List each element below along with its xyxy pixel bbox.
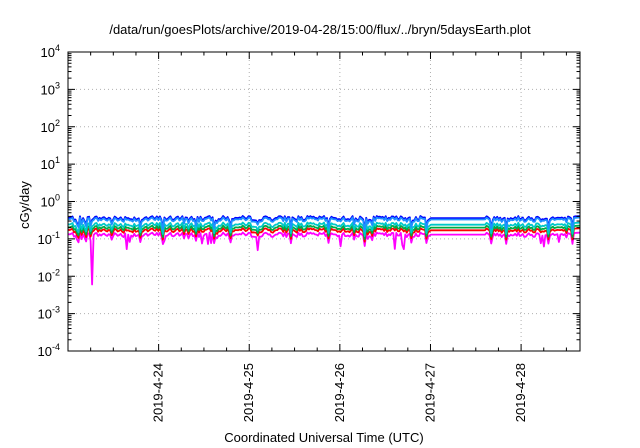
- x-tick-label: 2019-4-27: [422, 363, 437, 422]
- y-tick-label: 102: [41, 118, 60, 135]
- x-tick-label: 2019-4-26: [332, 363, 347, 422]
- grid: [68, 52, 580, 351]
- series-line-3: [67, 224, 580, 240]
- x-tick-label: 2019-4-25: [241, 363, 256, 422]
- y-tick-label: 103: [41, 80, 60, 97]
- series-line-1: [67, 231, 580, 286]
- y-tick-label: 10-3: [38, 305, 60, 322]
- y-tick-label: 10-1: [38, 230, 60, 247]
- y-tick-label: 10-2: [38, 267, 60, 284]
- series-line-6: [67, 216, 581, 232]
- y-tick-label: 10-4: [38, 342, 60, 359]
- y-axis-label: cGy/day: [17, 181, 32, 229]
- series-group: [67, 215, 581, 286]
- x-tick-label: 2019-4-28: [513, 363, 528, 422]
- x-axis-label: Coordinated Universal Time (UTC): [224, 430, 423, 445]
- x-axis: 2019-4-24 2019-4-25 2019-4-26 2019-4-27 2019…: [90, 52, 567, 422]
- y-tick-label: 104: [41, 43, 60, 60]
- y-tick-label: 100: [41, 193, 60, 210]
- series-line-2: [67, 227, 580, 243]
- chart-title: /data/run/goesPlots/archive/2019-04-28/1…: [109, 22, 531, 37]
- x-tick-label: 2019-4-24: [151, 363, 166, 422]
- y-axis: 10-4 10-3 10-2 10-1 100 101 102 103 104: [38, 43, 580, 359]
- series-line-4: [67, 221, 580, 237]
- y-tick-label: 101: [41, 155, 60, 172]
